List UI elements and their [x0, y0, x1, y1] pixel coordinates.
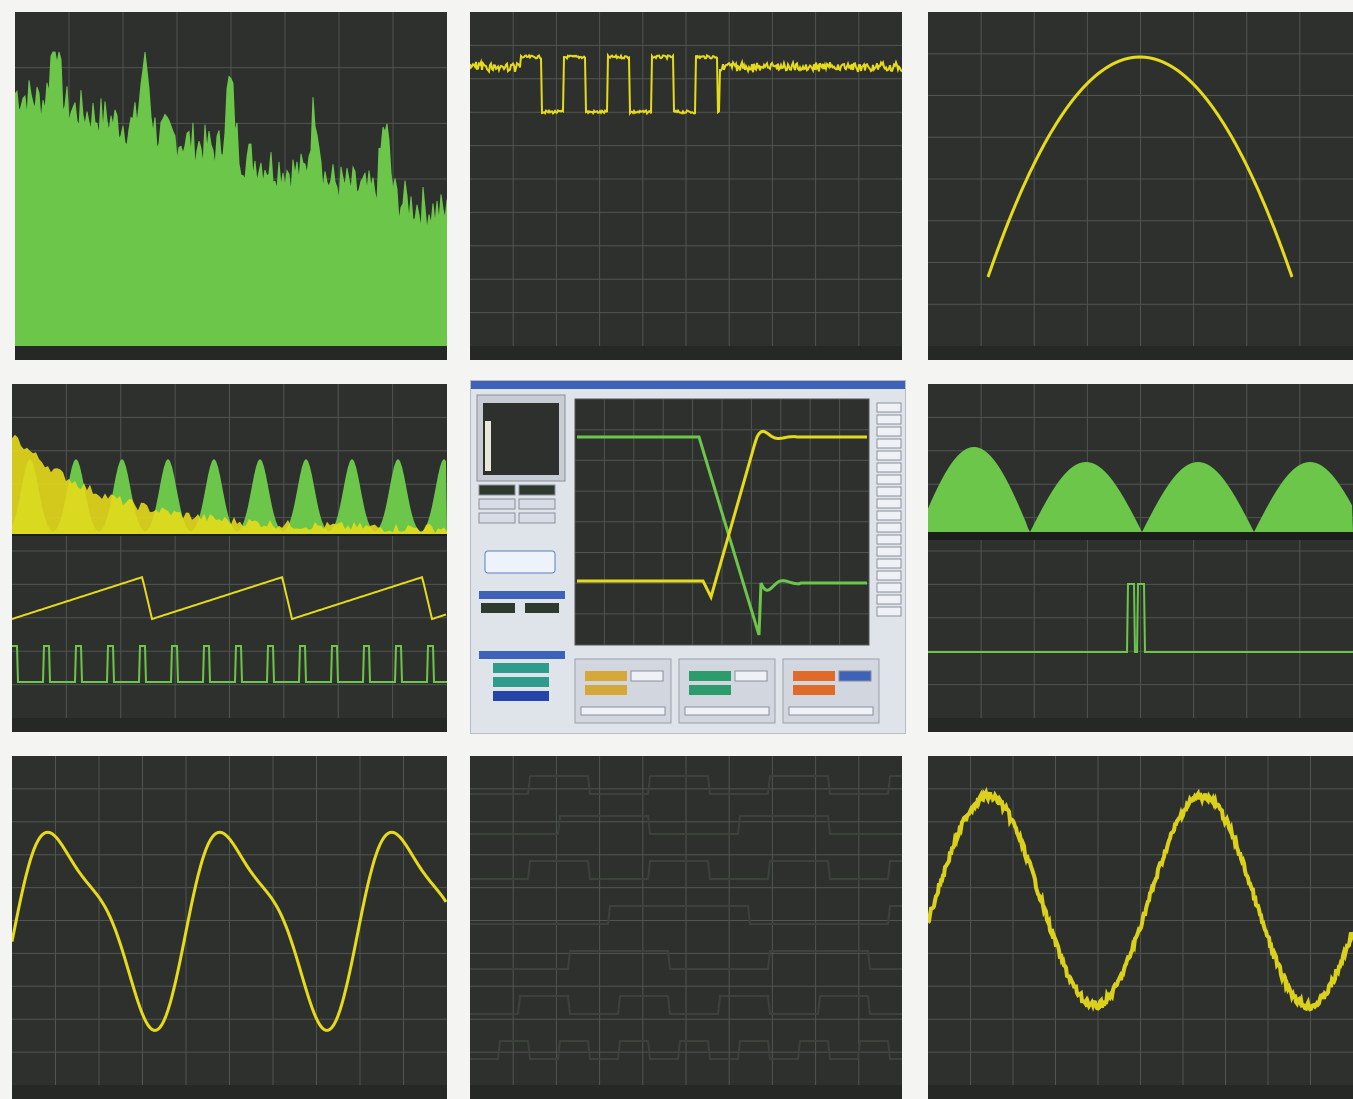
status-bar [470, 1085, 902, 1099]
bottom-btn-a-1 [689, 671, 731, 681]
status-bar [928, 346, 1353, 360]
spectrum-fft-panel [15, 12, 447, 360]
side-button-4 [877, 451, 901, 460]
arch-spectrum-panel [928, 384, 1353, 732]
side-button-6 [877, 475, 901, 484]
grid-lines [12, 384, 447, 718]
bottom-btn-c-2 [839, 671, 871, 681]
bottom-btn-b-2 [793, 685, 835, 695]
start-button [485, 551, 555, 573]
noisy-sine-plot [928, 756, 1353, 1099]
control-button-3 [519, 499, 555, 509]
grid-lines [928, 12, 1353, 346]
side-button-1 [877, 415, 901, 424]
channel-c-button [493, 691, 549, 701]
bottom-btn-c-0 [631, 671, 663, 681]
bottom-btn-a-2 [793, 671, 835, 681]
side-button-16 [877, 595, 901, 604]
noisy-sine-panel [928, 756, 1353, 1099]
lissajous-plot [928, 12, 1353, 360]
side-button-9 [877, 511, 901, 520]
side-button-10 [877, 523, 901, 532]
oscilloscope-app-window[interactable] [470, 380, 906, 734]
bottom-btn-a-0 [585, 671, 627, 681]
ctl-b [525, 603, 559, 613]
side-button-15 [877, 583, 901, 592]
control-button-4 [479, 513, 515, 523]
grid-lines [12, 756, 447, 1085]
divider [928, 532, 1353, 540]
control-button-0 [479, 485, 515, 495]
side-button-17 [877, 607, 901, 616]
spectrum-fft-plot [15, 12, 447, 360]
side-button-0 [877, 403, 901, 412]
side-button-11 [877, 535, 901, 544]
grid-lines [470, 756, 902, 1085]
arch-spectrum-plot [928, 384, 1353, 732]
logic-analyzer-panel [470, 756, 902, 1099]
side-button-7 [877, 487, 901, 496]
harmonic-spectrum-plot [12, 384, 447, 732]
grid-lines [470, 12, 902, 346]
side-button-5 [877, 463, 901, 472]
control-button-1 [519, 485, 555, 495]
side-button-2 [877, 427, 901, 436]
digital-burst-panel [470, 12, 902, 360]
channel-b-button [493, 677, 549, 687]
mini-preview [483, 403, 559, 475]
bottom-btn-c-1 [735, 671, 767, 681]
section-header-2 [479, 651, 565, 659]
distorted-sine-plot [12, 756, 447, 1099]
lissajous-panel [928, 12, 1353, 360]
spectrum-area [15, 52, 447, 346]
side-button-3 [877, 439, 901, 448]
logic-analyzer-plot [470, 756, 902, 1099]
divider [12, 534, 447, 536]
status-bar [12, 1085, 447, 1099]
bottom-field-1 [685, 707, 769, 715]
bottom-field-2 [789, 707, 873, 715]
channel-a-button [493, 663, 549, 673]
grid-lines [928, 384, 1353, 718]
side-button-13 [877, 559, 901, 568]
control-button-2 [479, 499, 515, 509]
bottom-btn-b-0 [585, 685, 627, 695]
bottom-btn-b-1 [689, 685, 731, 695]
side-button-12 [877, 547, 901, 556]
status-bar [470, 346, 902, 360]
control-button-5 [519, 513, 555, 523]
status-bar [15, 346, 447, 360]
ctl-a [481, 603, 515, 613]
status-bar [12, 718, 447, 732]
bottom-field-0 [581, 707, 665, 715]
harmonic-spectrum-panel [12, 384, 447, 732]
status-bar [928, 1085, 1353, 1099]
digital-burst-plot [470, 12, 902, 360]
side-button-14 [877, 571, 901, 580]
status-bar [928, 718, 1353, 732]
level-meter [485, 421, 491, 471]
oscilloscope-app-content [471, 381, 905, 733]
distorted-sine-panel [12, 756, 447, 1099]
side-button-8 [877, 499, 901, 508]
section-header [479, 591, 565, 599]
